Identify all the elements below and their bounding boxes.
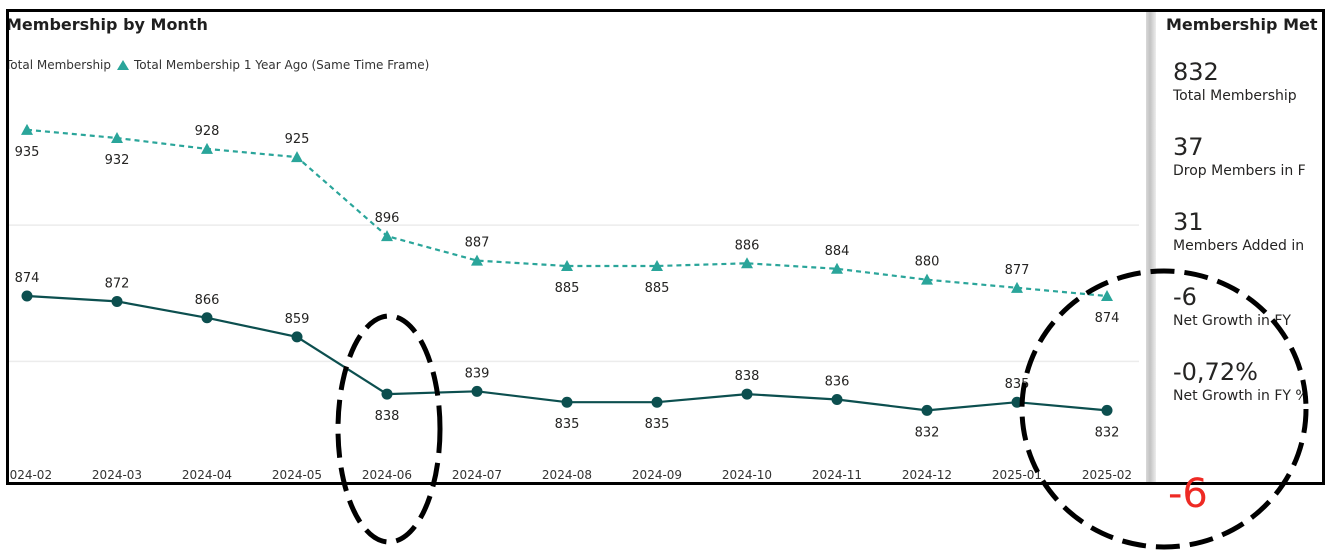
- data-point: [381, 388, 393, 400]
- data-label: 928: [195, 124, 220, 139]
- series-line-prior-year: [26, 128, 1108, 298]
- kpi-value: 31: [1173, 208, 1204, 236]
- data-point: [381, 230, 393, 242]
- data-label: 838: [375, 409, 400, 424]
- data-label: 835: [1005, 377, 1030, 392]
- data-point: [651, 396, 663, 408]
- kpi-value: 37: [1173, 133, 1204, 161]
- x-tick-label: 2024-07: [452, 468, 502, 482]
- data-point: [201, 142, 213, 154]
- panel-divider: [1146, 12, 1156, 482]
- data-label: 925: [285, 132, 310, 147]
- line-chart: 2024-02 2024-03 2024-04 2024-05 2024-06 2024-…: [9, 123, 1139, 482]
- data-point: [741, 257, 753, 269]
- data-label: 880: [915, 255, 940, 270]
- kpi-drop-members: 37 Drop Members in F: [1173, 133, 1306, 181]
- kpi-label: Drop Members in F: [1173, 163, 1306, 179]
- data-point: [21, 123, 33, 135]
- kpi-label: Net Growth in FY: [1173, 313, 1291, 329]
- kpi-panel[interactable]: Membership Met 832 Total Membership 37 D…: [1156, 12, 1322, 482]
- x-tick-label: 2025-01: [992, 468, 1042, 482]
- x-tick-label: 2024-05: [272, 468, 322, 482]
- kpi-label: Total Membership: [1173, 88, 1297, 104]
- kpi-total-membership: 832 Total Membership: [1173, 58, 1297, 106]
- data-point: [741, 388, 753, 400]
- kpi-net-growth: -6 Net Growth in FY: [1173, 283, 1291, 331]
- kpi-value: 832: [1173, 58, 1219, 86]
- kpi-label: Net Growth in FY %: [1173, 388, 1309, 404]
- data-point: [471, 385, 483, 397]
- kpi-label: Members Added in: [1173, 238, 1305, 254]
- kpi-panel-title: Membership Met: [1166, 15, 1318, 34]
- data-point: [561, 260, 573, 272]
- data-label: 877: [1005, 263, 1030, 278]
- data-label: 872: [105, 276, 130, 291]
- kpi-net-growth-percent: -0,72% Net Growth in FY %: [1173, 358, 1309, 406]
- data-label: 874: [1095, 311, 1120, 326]
- data-label: 835: [645, 417, 670, 432]
- triangle-marker-icon: [117, 60, 130, 70]
- data-label: 838: [735, 369, 760, 384]
- data-point: [831, 262, 843, 274]
- data-label: 836: [825, 375, 850, 390]
- x-tick-label: 2024-10: [722, 468, 772, 482]
- data-point: [471, 254, 483, 266]
- data-point: [291, 331, 303, 343]
- data-point: [111, 132, 123, 144]
- data-label: 885: [555, 281, 580, 296]
- data-point: [201, 312, 213, 324]
- x-tick-label: 2024-08: [542, 468, 592, 482]
- legend-item-prior-year[interactable]: Total Membership 1 Year Ago (Same Time F…: [117, 58, 429, 72]
- series-line-current: [26, 294, 1108, 412]
- data-point: [111, 295, 123, 307]
- data-point: [921, 404, 933, 416]
- data-label: 832: [915, 425, 940, 440]
- legend-item-current[interactable]: Total Membership: [9, 58, 111, 72]
- legend-label-current: Total Membership: [9, 58, 112, 72]
- data-label: 835: [555, 417, 580, 432]
- data-label: 859: [285, 312, 310, 327]
- data-label: 896: [375, 211, 400, 226]
- x-tick-label: 2024-06: [362, 468, 412, 482]
- report-frame: 2024-02 2024-03 2024-04 2024-05 2024-06 2024-…: [6, 9, 1325, 485]
- data-point: [651, 260, 663, 272]
- data-point: [1011, 396, 1023, 408]
- x-tick-label: 2024-12: [902, 468, 952, 482]
- data-point: [1101, 404, 1113, 416]
- x-tick-label: 2024-03: [92, 468, 142, 482]
- x-tick-label: 2024-09: [632, 468, 682, 482]
- kpi-value: -0,72%: [1173, 358, 1258, 386]
- data-label: 887: [465, 236, 490, 251]
- chart-legend: Total Membership Total Membership 1 Year…: [9, 58, 435, 72]
- kpi-members-added: 31 Members Added in: [1173, 208, 1304, 256]
- x-tick-label: 2025-02: [1082, 468, 1132, 482]
- legend-label-prior-year: Total Membership 1 Year Ago (Same Time F…: [134, 58, 430, 72]
- x-tick-label: 2024-02: [9, 468, 52, 482]
- membership-chart-visual[interactable]: 2024-02 2024-03 2024-04 2024-05 2024-06 2024-…: [9, 12, 1146, 482]
- chart-title: Membership by Month: [9, 15, 208, 34]
- data-label: 932: [105, 153, 130, 168]
- data-label: 935: [15, 145, 40, 160]
- x-tick-label: 2024-11: [812, 468, 862, 482]
- kpi-value: -6: [1173, 283, 1197, 311]
- data-label: 832: [1095, 425, 1120, 440]
- data-point: [21, 290, 33, 302]
- data-label: 874: [15, 271, 40, 286]
- data-point: [921, 273, 933, 285]
- data-label: 886: [735, 238, 760, 253]
- data-label: 885: [645, 281, 670, 296]
- data-point: [291, 151, 303, 163]
- x-tick-label: 2024-04: [182, 468, 232, 482]
- data-label: 866: [195, 293, 220, 308]
- annotation-net-growth-value: -6: [1168, 471, 1208, 517]
- data-point: [561, 396, 573, 408]
- data-label: 884: [825, 244, 850, 259]
- data-point: [831, 394, 843, 406]
- data-label: 839: [465, 366, 490, 381]
